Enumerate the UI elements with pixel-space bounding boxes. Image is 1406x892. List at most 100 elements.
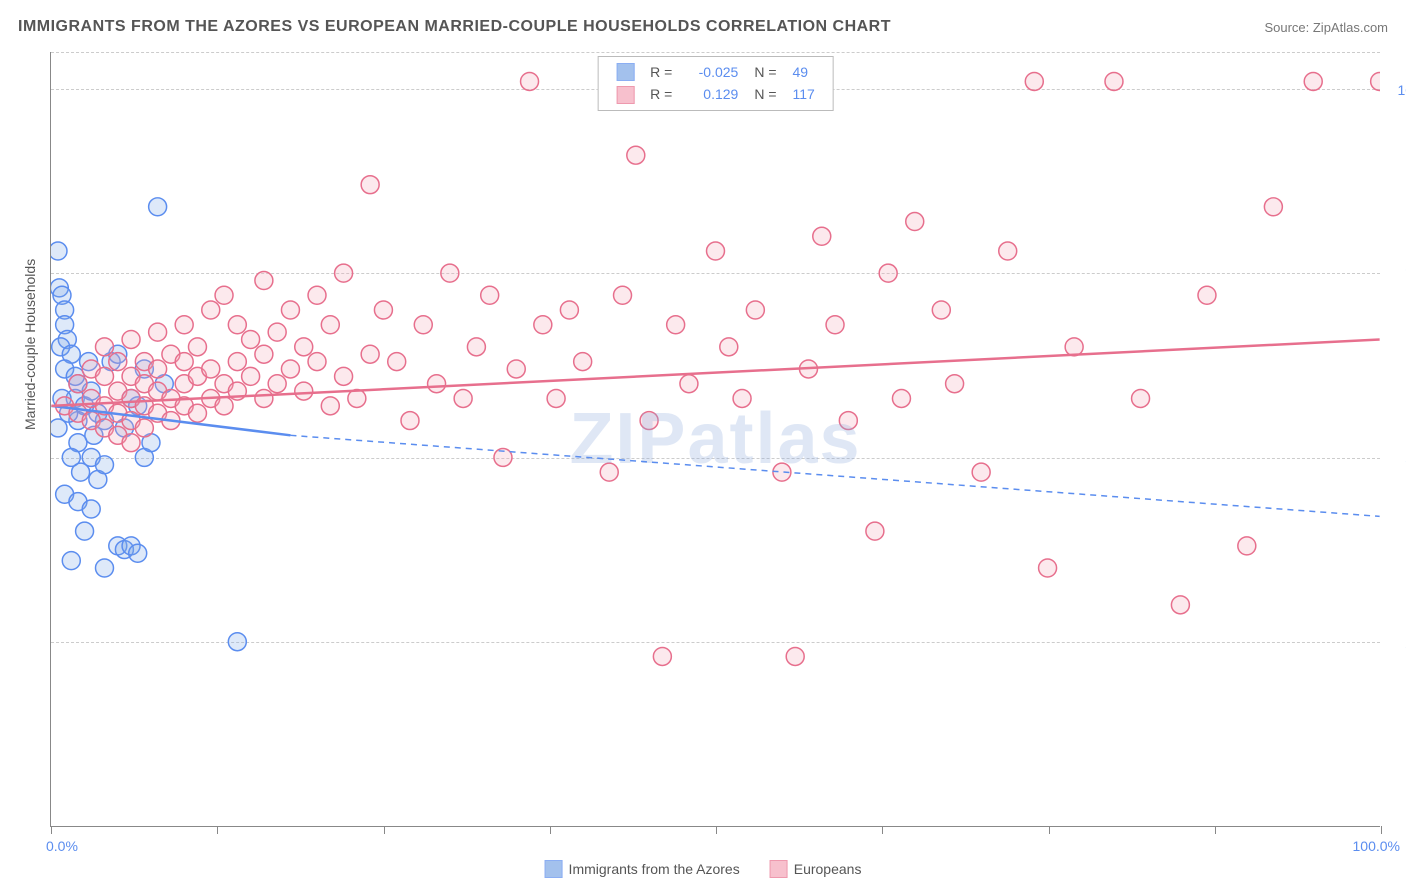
plot-area: 25.0%50.0%75.0%100.0% 0.0% 100.0% ZIPatl… bbox=[50, 52, 1380, 827]
legend-swatch-icon bbox=[616, 63, 634, 81]
azores-point bbox=[96, 456, 114, 474]
europeans-point bbox=[999, 242, 1017, 260]
chart-title: IMMIGRANTS FROM THE AZORES VS EUROPEAN M… bbox=[18, 18, 891, 36]
azores-point bbox=[96, 559, 114, 577]
europeans-point bbox=[1264, 198, 1282, 216]
azores-point bbox=[51, 242, 67, 260]
europeans-point bbox=[361, 345, 379, 363]
europeans-point bbox=[308, 353, 326, 371]
europeans-point bbox=[268, 375, 286, 393]
europeans-point bbox=[96, 338, 114, 356]
y-axis-title: Married-couple Households bbox=[22, 259, 38, 430]
y-tick-label: 100.0% bbox=[1385, 82, 1406, 98]
legend-swatch-icon bbox=[770, 860, 788, 878]
y-tick-label: 25.0% bbox=[1385, 635, 1406, 651]
europeans-point bbox=[1304, 72, 1322, 90]
europeans-point bbox=[1039, 559, 1057, 577]
europeans-point bbox=[228, 353, 246, 371]
europeans-point bbox=[773, 463, 791, 481]
europeans-point bbox=[547, 389, 565, 407]
europeans-point bbox=[720, 338, 738, 356]
europeans-point bbox=[600, 463, 618, 481]
legend-item: Immigrants from the Azores bbox=[545, 860, 740, 878]
europeans-point bbox=[281, 360, 299, 378]
europeans-point bbox=[109, 353, 127, 371]
europeans-point bbox=[388, 353, 406, 371]
europeans-point bbox=[892, 389, 910, 407]
x-tick bbox=[882, 826, 883, 834]
europeans-point bbox=[946, 375, 964, 393]
europeans-point bbox=[481, 286, 499, 304]
europeans-point bbox=[96, 367, 114, 385]
europeans-point bbox=[188, 404, 206, 422]
n-value: 117 bbox=[785, 83, 823, 105]
azores-point bbox=[62, 552, 80, 570]
europeans-point bbox=[348, 389, 366, 407]
europeans-point bbox=[335, 264, 353, 282]
europeans-point bbox=[707, 242, 725, 260]
europeans-point bbox=[175, 353, 193, 371]
r-value: 0.129 bbox=[688, 86, 738, 102]
europeans-point bbox=[321, 316, 339, 334]
europeans-point bbox=[826, 316, 844, 334]
europeans-point bbox=[560, 301, 578, 319]
europeans-point bbox=[1132, 389, 1150, 407]
n-label: N = bbox=[746, 83, 784, 105]
europeans-point bbox=[1065, 338, 1083, 356]
europeans-point bbox=[122, 330, 140, 348]
europeans-point bbox=[521, 72, 539, 90]
x-tick bbox=[716, 826, 717, 834]
europeans-point bbox=[507, 360, 525, 378]
europeans-point bbox=[281, 301, 299, 319]
europeans-point bbox=[1105, 72, 1123, 90]
europeans-point bbox=[640, 412, 658, 430]
europeans-point bbox=[932, 301, 950, 319]
legend-label: Europeans bbox=[794, 861, 862, 877]
azores-point bbox=[149, 198, 167, 216]
legend-swatch-icon bbox=[545, 860, 563, 878]
europeans-point bbox=[228, 382, 246, 400]
europeans-point bbox=[1198, 286, 1216, 304]
europeans-point bbox=[202, 301, 220, 319]
x-tick bbox=[384, 826, 385, 834]
europeans-point bbox=[255, 389, 273, 407]
europeans-point bbox=[401, 412, 419, 430]
europeans-point bbox=[202, 360, 220, 378]
europeans-point bbox=[242, 367, 260, 385]
europeans-point bbox=[866, 522, 884, 540]
europeans-point bbox=[374, 301, 392, 319]
europeans-point bbox=[1238, 537, 1256, 555]
x-tick bbox=[51, 826, 52, 834]
correlation-legend: R = -0.025 N =49 R = 0.129 N =117 bbox=[597, 56, 834, 111]
azores-point bbox=[82, 500, 100, 518]
europeans-point bbox=[215, 397, 233, 415]
europeans-point bbox=[268, 323, 286, 341]
r-label: R = bbox=[642, 61, 680, 83]
europeans-point bbox=[879, 264, 897, 282]
europeans-point bbox=[906, 213, 924, 231]
x-min-label: 0.0% bbox=[46, 838, 78, 854]
europeans-point bbox=[308, 286, 326, 304]
n-label: N = bbox=[746, 61, 784, 83]
europeans-point bbox=[188, 338, 206, 356]
europeans-point bbox=[321, 397, 339, 415]
x-tick bbox=[550, 826, 551, 834]
europeans-point bbox=[122, 434, 140, 452]
source-label: Source: ZipAtlas.com bbox=[1264, 20, 1388, 35]
r-value: -0.025 bbox=[688, 64, 738, 80]
europeans-point bbox=[361, 176, 379, 194]
europeans-point bbox=[786, 647, 804, 665]
europeans-point bbox=[839, 412, 857, 430]
europeans-point bbox=[215, 286, 233, 304]
n-value: 49 bbox=[785, 61, 823, 83]
x-max-label: 100.0% bbox=[1353, 838, 1400, 854]
europeans-point bbox=[680, 375, 698, 393]
europeans-point bbox=[799, 360, 817, 378]
europeans-point bbox=[228, 316, 246, 334]
europeans-point bbox=[972, 463, 990, 481]
europeans-point bbox=[441, 264, 459, 282]
europeans-point bbox=[614, 286, 632, 304]
europeans-point bbox=[175, 316, 193, 334]
r-label: R = bbox=[642, 83, 680, 105]
europeans-point bbox=[335, 367, 353, 385]
